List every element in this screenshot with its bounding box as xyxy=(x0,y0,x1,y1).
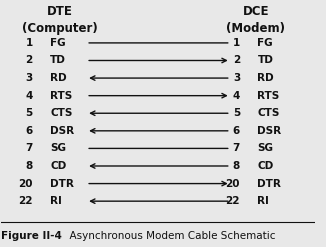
Text: CD: CD xyxy=(50,161,66,171)
Text: RD: RD xyxy=(50,73,67,83)
Text: SG: SG xyxy=(50,144,66,153)
Text: CTS: CTS xyxy=(50,108,72,118)
Text: 1: 1 xyxy=(233,38,240,48)
Text: 4: 4 xyxy=(25,91,33,101)
Text: (Computer): (Computer) xyxy=(22,22,97,35)
Text: 8: 8 xyxy=(233,161,240,171)
Text: 5: 5 xyxy=(25,108,33,118)
Text: CTS: CTS xyxy=(258,108,280,118)
Text: Figure II-4: Figure II-4 xyxy=(1,231,62,241)
Text: DTR: DTR xyxy=(50,179,74,188)
Text: TD: TD xyxy=(258,56,273,65)
Text: DTR: DTR xyxy=(258,179,281,188)
Text: TD: TD xyxy=(50,56,66,65)
Text: 22: 22 xyxy=(18,196,33,206)
Text: FG: FG xyxy=(50,38,66,48)
Text: SG: SG xyxy=(258,144,274,153)
Text: 6: 6 xyxy=(25,126,33,136)
Text: DTE: DTE xyxy=(47,5,72,18)
Text: DSR: DSR xyxy=(258,126,282,136)
Text: RTS: RTS xyxy=(50,91,72,101)
Text: RD: RD xyxy=(258,73,274,83)
Text: 20: 20 xyxy=(226,179,240,188)
Text: DCE: DCE xyxy=(243,5,269,18)
Text: 2: 2 xyxy=(233,56,240,65)
Text: 1: 1 xyxy=(25,38,33,48)
Text: (Modem): (Modem) xyxy=(226,22,285,35)
Text: RI: RI xyxy=(50,196,62,206)
Text: Asynchronous Modem Cable Schematic: Asynchronous Modem Cable Schematic xyxy=(63,231,275,241)
Text: 4: 4 xyxy=(233,91,240,101)
Text: 7: 7 xyxy=(233,144,240,153)
Text: RTS: RTS xyxy=(258,91,280,101)
Text: 7: 7 xyxy=(25,144,33,153)
Text: 5: 5 xyxy=(233,108,240,118)
Text: 8: 8 xyxy=(25,161,33,171)
Text: DSR: DSR xyxy=(50,126,74,136)
Text: FG: FG xyxy=(258,38,273,48)
Text: 22: 22 xyxy=(226,196,240,206)
Text: 20: 20 xyxy=(18,179,33,188)
Text: 6: 6 xyxy=(233,126,240,136)
Text: CD: CD xyxy=(258,161,274,171)
Text: 2: 2 xyxy=(25,56,33,65)
Text: RI: RI xyxy=(258,196,269,206)
Text: 3: 3 xyxy=(233,73,240,83)
Text: 3: 3 xyxy=(25,73,33,83)
